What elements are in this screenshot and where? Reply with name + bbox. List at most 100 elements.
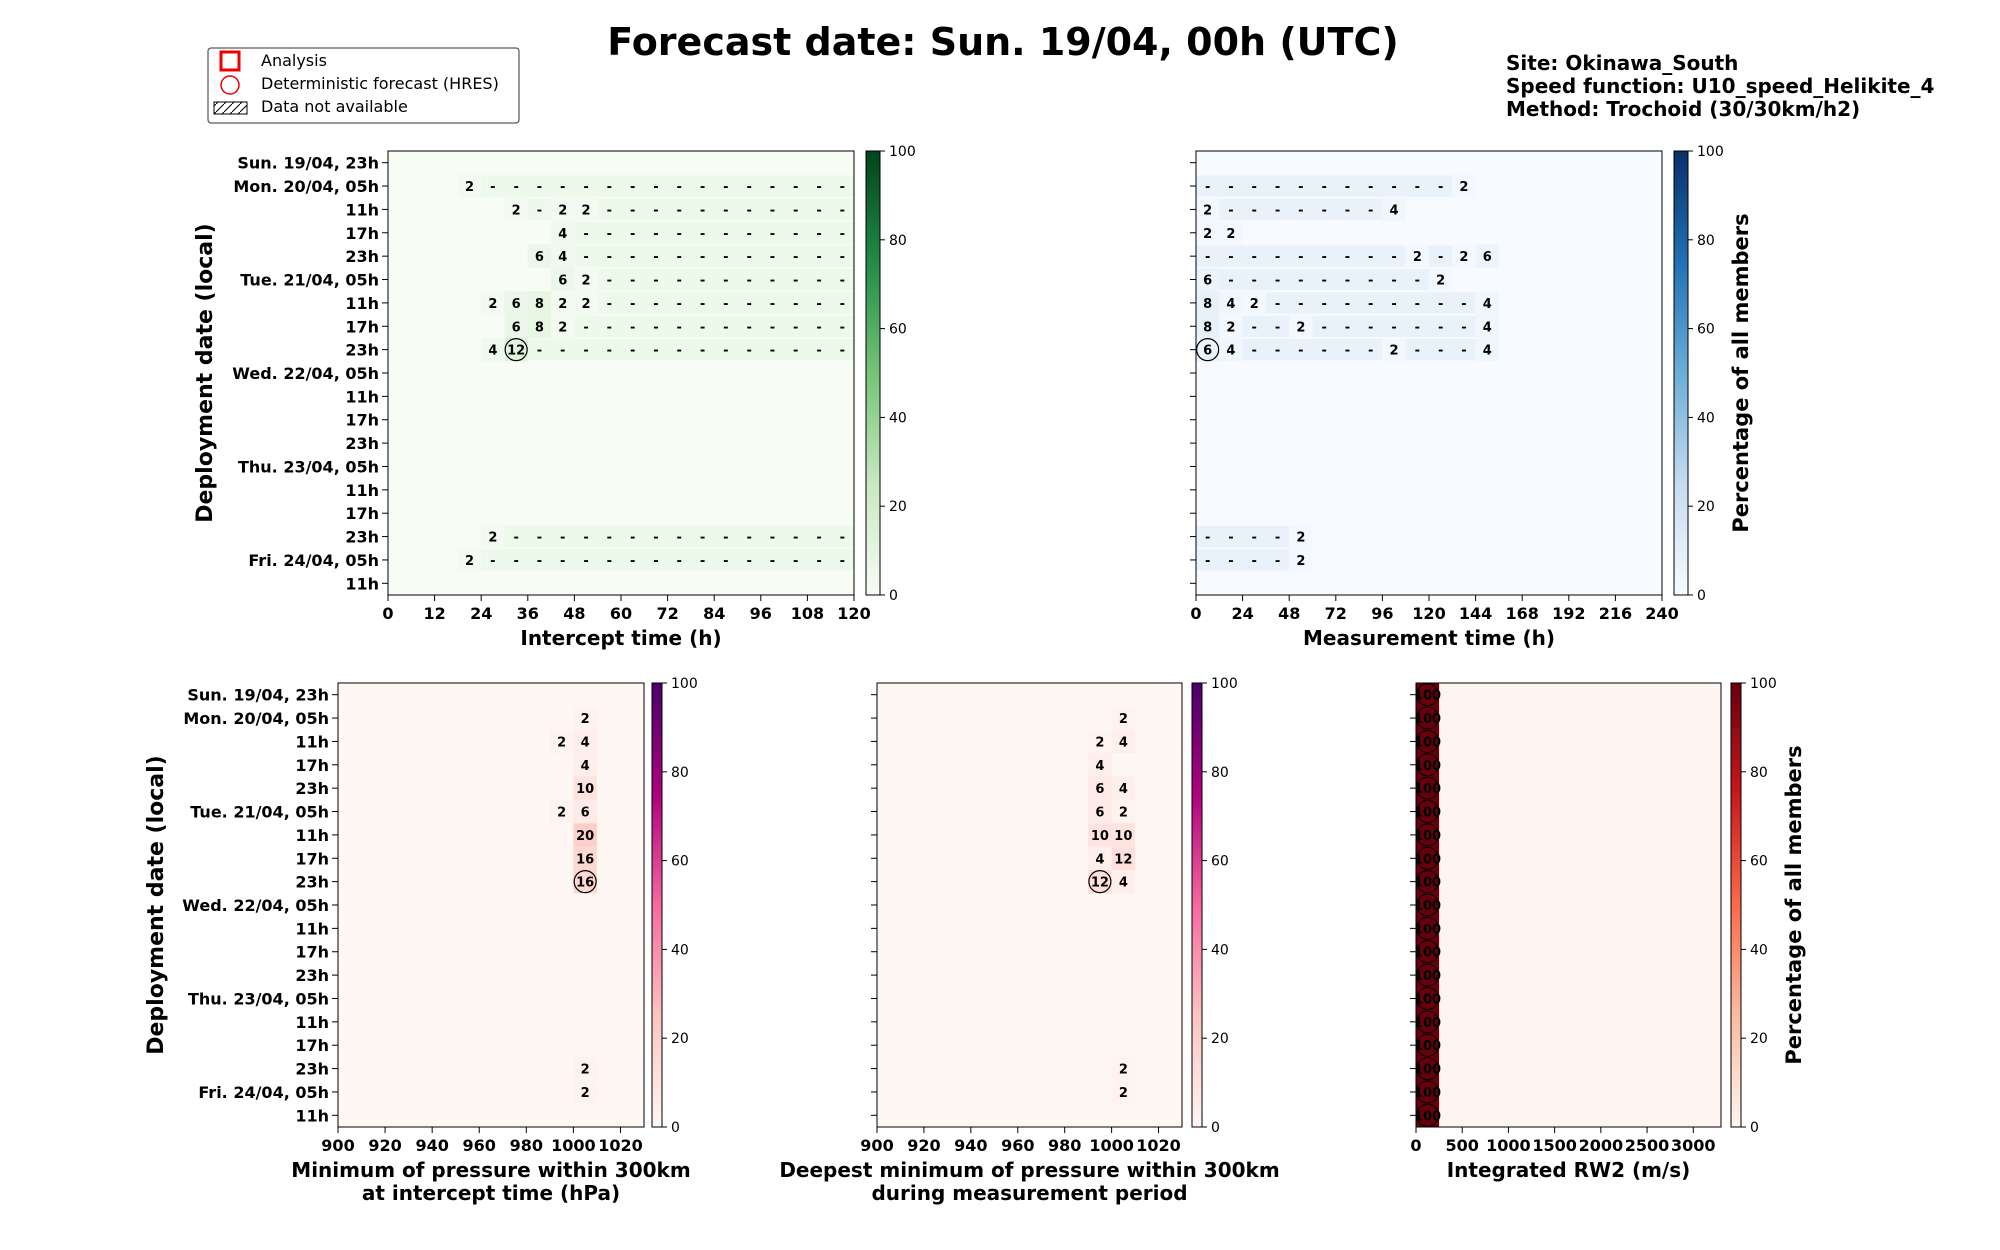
- zero-dash: -: [1205, 250, 1210, 265]
- zero-dash: -: [607, 297, 612, 312]
- legend-label: Analysis: [261, 51, 327, 70]
- zero-dash: -: [1252, 250, 1257, 265]
- heatmap-cell: [1219, 314, 1243, 338]
- available-band: [504, 315, 854, 337]
- zero-dash: -: [653, 274, 658, 289]
- colorbar-tick-label: 40: [671, 942, 689, 958]
- y-tick-label: 17h: [345, 411, 379, 430]
- zero-dash: -: [560, 344, 565, 359]
- heatmap-cell: [1111, 823, 1136, 847]
- colorbar-tick-label: 40: [1750, 942, 1768, 958]
- zero-dash: -: [1345, 180, 1350, 195]
- zero-dash: -: [607, 344, 612, 359]
- cell-label: 12: [1091, 876, 1109, 891]
- x-tick-label: 1000: [1089, 1136, 1134, 1155]
- zero-dash: -: [793, 274, 798, 289]
- x-tick-label: 84: [703, 604, 725, 623]
- zero-dash: -: [677, 554, 682, 569]
- cell-label: 100: [1414, 876, 1441, 891]
- heatmap-cell: [1111, 1056, 1136, 1081]
- zero-dash: -: [653, 180, 658, 195]
- x-axis-label: Measurement time (h): [1303, 626, 1555, 650]
- zero-dash: -: [770, 274, 775, 289]
- zero-dash: -: [1275, 554, 1280, 569]
- cell-label: 2: [581, 712, 590, 727]
- zero-dash: -: [677, 250, 682, 265]
- zero-dash: -: [770, 531, 775, 546]
- heatmap-cell: [573, 1056, 597, 1081]
- heatmap-cell: [1088, 823, 1112, 847]
- site-info-line: Speed function: U10_speed_Helikite_4: [1506, 74, 1934, 98]
- zero-dash: -: [816, 227, 821, 242]
- x-tick-label: 60: [610, 604, 632, 623]
- y-tick-label: 23h: [295, 779, 329, 798]
- available-band: [1196, 268, 1453, 291]
- zero-dash: -: [723, 554, 728, 569]
- zero-dash: -: [746, 203, 751, 218]
- zero-dash: -: [1275, 344, 1280, 359]
- cell-label: 16: [576, 876, 594, 891]
- heatmap-cell: [573, 869, 597, 894]
- zero-dash: -: [770, 227, 775, 242]
- zero-dash: -: [1205, 531, 1210, 546]
- hres-marker-icon: [220, 75, 240, 95]
- hres-marker: [573, 870, 597, 894]
- zero-dash: -: [1391, 180, 1396, 195]
- heatmap-cell: [1196, 337, 1220, 362]
- colorbar-tick-label: 80: [671, 765, 689, 781]
- hres-marker: [1416, 729, 1440, 753]
- heatmap-cell: [551, 244, 575, 268]
- cell-label: 4: [558, 250, 567, 265]
- cell-label: 4: [1226, 297, 1235, 312]
- zero-dash: -: [1415, 180, 1420, 195]
- heatmap-cell: [481, 524, 505, 549]
- x-tick-label: 216: [1599, 604, 1632, 623]
- cell-label: 2: [1226, 227, 1235, 242]
- cell-label: 4: [1390, 203, 1399, 218]
- zero-dash: -: [630, 554, 635, 569]
- zero-dash: -: [653, 531, 658, 546]
- zero-dash: -: [607, 274, 612, 289]
- zero-dash: -: [700, 297, 705, 312]
- zero-dash: -: [1228, 180, 1233, 195]
- x-tick-label: 2500: [1625, 1136, 1670, 1155]
- zero-dash: -: [490, 180, 495, 195]
- x-tick-label: 1000: [1486, 1136, 1531, 1155]
- y-tick-label: Sun. 19/04, 23h: [237, 154, 379, 173]
- zero-dash: -: [840, 250, 845, 265]
- zero-dash: -: [840, 320, 845, 335]
- zero-dash: -: [1298, 274, 1303, 289]
- zero-dash: -: [746, 344, 751, 359]
- zero-dash: -: [700, 554, 705, 569]
- available-band: [551, 268, 854, 291]
- hres-marker: [1416, 893, 1440, 917]
- cell-label: 100: [1414, 829, 1441, 844]
- zero-dash: -: [1368, 320, 1373, 335]
- y-tick-label: Tue. 21/04, 05h: [190, 803, 329, 822]
- heatmap-cell: [504, 291, 528, 315]
- zero-dash: -: [1391, 274, 1396, 289]
- zero-dash: -: [840, 274, 845, 289]
- zero-dash: -: [583, 227, 588, 242]
- colorbar-tick-label: 0: [1211, 1120, 1220, 1136]
- not-available-marker-icon: [213, 101, 248, 115]
- colorbar-tick-label: 0: [1750, 1120, 1759, 1136]
- x-tick-label: 240: [1645, 604, 1678, 623]
- cell-label: 6: [1483, 250, 1492, 265]
- hres-marker: [1416, 1033, 1440, 1057]
- cell-label: 2: [558, 297, 567, 312]
- zero-dash: -: [537, 344, 542, 359]
- cell-label: 2: [582, 297, 591, 312]
- y-tick-label: 23h: [345, 341, 379, 360]
- heatmap-cell: [1088, 776, 1112, 800]
- y-tick-label: Thu. 23/04, 05h: [188, 989, 329, 1008]
- cell-label: 100: [1414, 689, 1441, 704]
- cell-label: 4: [581, 759, 590, 774]
- zero-dash: -: [1368, 297, 1373, 312]
- x-tick-label: 0: [1190, 604, 1201, 623]
- zero-dash: -: [677, 344, 682, 359]
- zero-dash: -: [677, 274, 682, 289]
- x-tick-label: 960: [1001, 1136, 1034, 1155]
- heatmap-cell: [1196, 291, 1220, 315]
- zero-dash: -: [677, 180, 682, 195]
